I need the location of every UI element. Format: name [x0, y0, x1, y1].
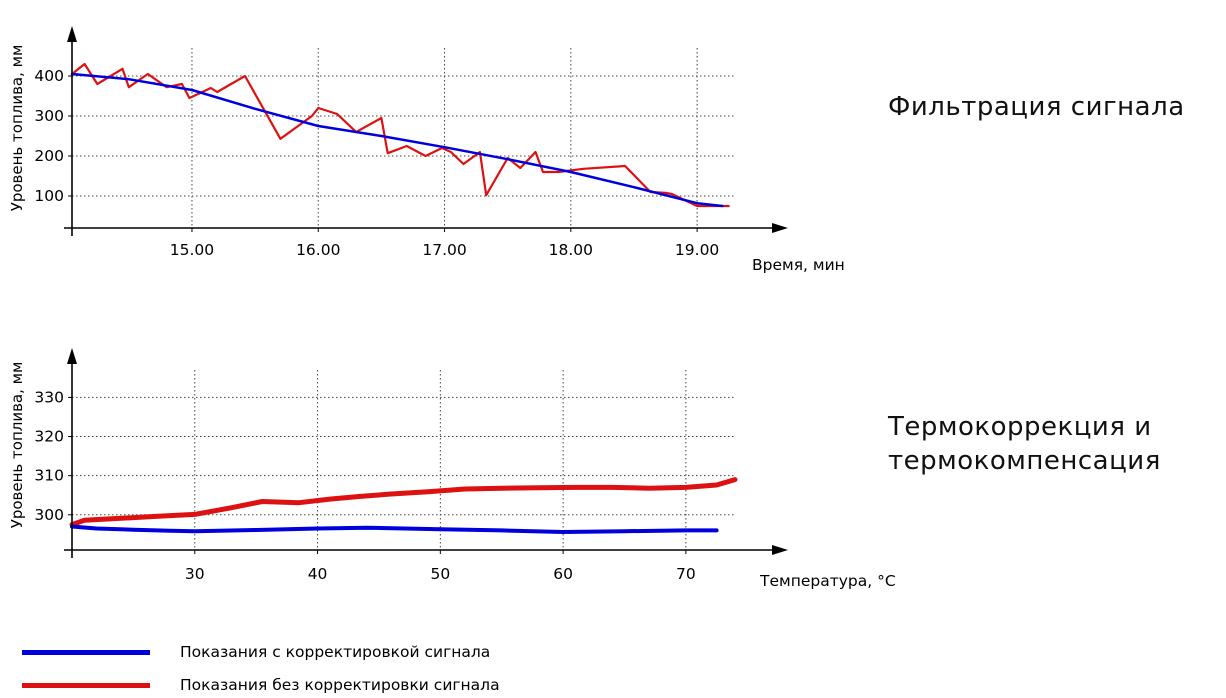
x-tick-label-3: 18.00 [549, 241, 593, 259]
legend-label-uncorrected: Показания без корректировки сигнала [180, 676, 500, 694]
caption-thermo-correction: Термокоррекция и термокомпенсация [888, 410, 1161, 478]
x-axis-arrow-icon [772, 545, 788, 555]
x-tick-label-1: 40 [308, 565, 328, 583]
legend-swatch-uncorrected [22, 683, 150, 688]
y-tick-label-3: 400 [34, 67, 64, 85]
y-axis-label: Уровень топлива, мм [8, 45, 26, 212]
y-tick-label-2: 320 [34, 428, 64, 446]
x-tick-label-3: 60 [553, 565, 573, 583]
caption-signal-filtering-text: Фильтрация сигнала [888, 92, 1185, 122]
x-tick-label-0: 15.00 [170, 241, 214, 259]
legend-label-corrected: Показания с корректировкой сигнала [180, 643, 491, 661]
y-tick-label-1: 200 [34, 147, 64, 165]
x-tick-label-0: 30 [185, 565, 205, 583]
y-tick-label-3: 330 [34, 388, 64, 406]
x-tick-label-4: 19.00 [675, 241, 719, 259]
legend-swatch-corrected [22, 650, 150, 655]
series-uncorrected-line [69, 477, 738, 528]
x-axis-arrow-icon [772, 223, 788, 233]
x-axis-label: Время, мин [752, 256, 845, 274]
x-axis-label: Температура, °C [759, 572, 896, 590]
series-corrected-line [70, 524, 719, 534]
y-tick-label-0: 300 [34, 506, 64, 524]
x-tick-label-2: 50 [430, 565, 450, 583]
y-tick-label-0: 100 [34, 187, 64, 205]
x-tick-label-2: 17.00 [422, 241, 466, 259]
caption-thermo-line-1: Термокоррекция и [888, 412, 1152, 442]
x-tick-label-4: 70 [676, 565, 696, 583]
caption-thermo-line-2: термокомпенсация [888, 446, 1161, 476]
y-axis-label: Уровень топлива, мм [8, 362, 26, 529]
series-corrected-line [70, 72, 724, 208]
fuel-level-time-chart: 15.00 16.00 17.00 18.00 19.00 100 200 300 400 Вре… [8, 26, 845, 274]
y-axis-arrow-icon [67, 348, 77, 364]
y-axis-arrow-icon [67, 26, 77, 42]
y-tick-label-1: 310 [34, 467, 64, 485]
caption-signal-filtering: Фильтрация сигнала [888, 90, 1185, 124]
y-tick-label-2: 300 [34, 107, 64, 125]
fuel-level-temperature-chart: 30 40 50 60 70 300 310 320 330 Температура, °C Уро… [8, 348, 896, 590]
x-tick-label-1: 16.00 [296, 241, 340, 259]
